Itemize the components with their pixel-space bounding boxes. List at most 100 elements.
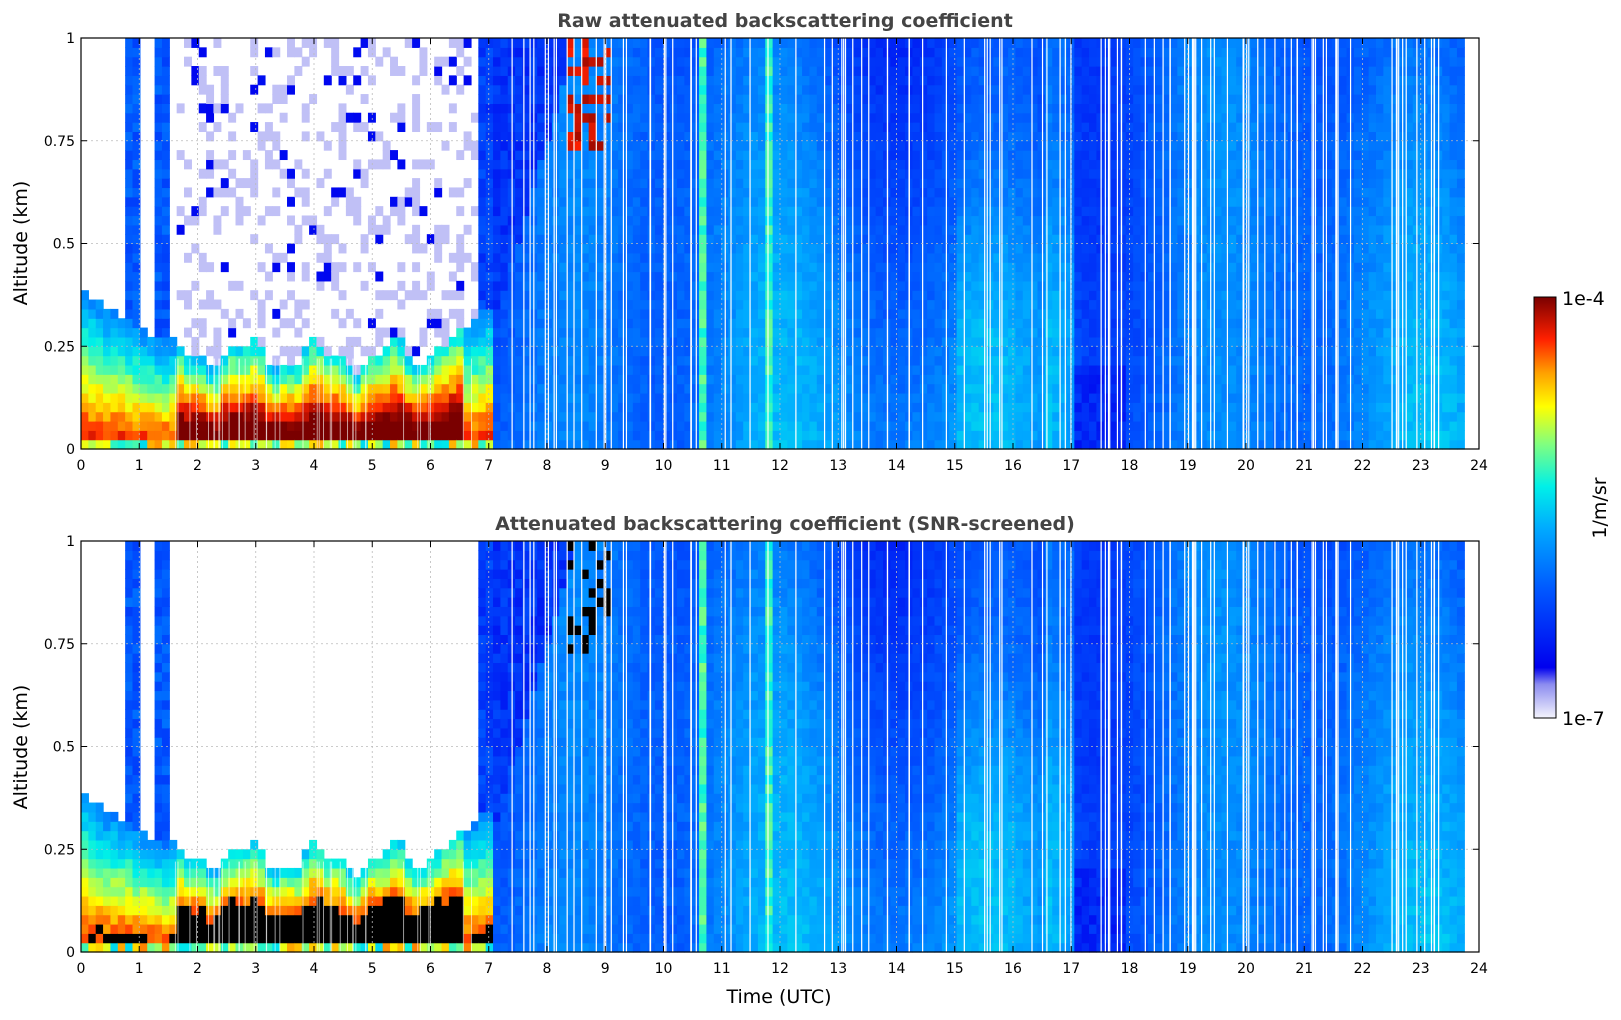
heat-cell xyxy=(1008,402,1017,413)
heat-cell xyxy=(816,150,825,161)
heat-cell xyxy=(1089,262,1097,273)
heat-cell xyxy=(272,262,281,273)
heat-cell xyxy=(868,38,877,48)
heat-cell xyxy=(161,94,170,104)
heat-cell xyxy=(1030,252,1039,263)
heat-cell xyxy=(161,234,170,245)
heat-cell xyxy=(647,178,656,189)
heat-cell xyxy=(735,168,744,179)
heat-cell xyxy=(1030,392,1039,403)
heat-cell xyxy=(632,308,641,319)
heat-cell xyxy=(132,187,141,198)
heat-cell xyxy=(794,430,803,441)
heat-cell xyxy=(780,262,788,273)
heat-cell xyxy=(1111,150,1120,161)
heat-cell xyxy=(978,94,987,104)
heat-cell xyxy=(934,224,943,235)
heat-cell xyxy=(890,94,899,104)
heat-cell xyxy=(213,411,222,422)
heat-cell xyxy=(713,327,722,338)
heat-cell xyxy=(493,243,501,254)
heat-cell xyxy=(566,355,575,366)
heat-cell xyxy=(1081,84,1090,95)
heat-cell xyxy=(1096,243,1105,254)
heat-cell xyxy=(772,187,781,198)
heat-cell xyxy=(294,159,303,170)
heat-cell xyxy=(272,402,281,413)
heat-cell xyxy=(625,420,634,431)
heat-cell xyxy=(596,178,605,189)
heat-cell xyxy=(993,439,1002,450)
heat-cell xyxy=(735,252,744,263)
heat-cell xyxy=(257,131,266,142)
heat-cell xyxy=(537,439,546,450)
heat-cell xyxy=(735,374,744,385)
heat-cell xyxy=(706,262,715,273)
heat-cell xyxy=(1111,47,1120,58)
heat-cell xyxy=(132,206,141,217)
heat-cell xyxy=(581,122,590,133)
heat-cell xyxy=(581,196,590,207)
heat-cell xyxy=(1111,84,1120,95)
heat-cell xyxy=(515,420,524,431)
heat-cell xyxy=(934,411,943,422)
heat-cell xyxy=(669,383,678,394)
heat-cell xyxy=(647,252,656,263)
heat-cell xyxy=(448,392,457,403)
heat-cell xyxy=(640,187,649,198)
heat-cell xyxy=(846,262,855,273)
heat-cell xyxy=(676,75,685,86)
heat-cell xyxy=(949,150,958,161)
heat-cell xyxy=(669,103,678,114)
heat-cell xyxy=(780,38,788,48)
heat-cell xyxy=(588,38,597,48)
heat-cell xyxy=(1089,318,1097,329)
heat-cell xyxy=(1096,94,1105,104)
heat-cell xyxy=(868,383,877,394)
heat-cell xyxy=(1074,336,1083,347)
heat-cell xyxy=(301,402,310,413)
heat-cell xyxy=(154,243,163,254)
heat-cell xyxy=(625,243,634,254)
heat-cell xyxy=(154,140,163,151)
heat-cell xyxy=(1008,168,1017,179)
heat-cell xyxy=(191,364,200,375)
heat-cell xyxy=(1103,346,1112,357)
heat-cell xyxy=(618,56,627,67)
heat-cell xyxy=(772,336,781,347)
heat-cell xyxy=(728,262,737,273)
heat-cell xyxy=(316,178,325,189)
heat-cell xyxy=(1081,374,1090,385)
heat-cell xyxy=(963,252,972,263)
heat-cell xyxy=(757,234,766,245)
heat-cell xyxy=(485,392,494,403)
heat-cell xyxy=(757,252,766,263)
heat-cell xyxy=(669,336,678,347)
heat-cell xyxy=(1000,38,1009,48)
heat-cell xyxy=(632,252,641,263)
heat-cell xyxy=(912,84,921,95)
heat-cell xyxy=(684,84,693,95)
heat-cell xyxy=(993,122,1002,133)
heat-cell xyxy=(978,420,987,431)
heat-cell xyxy=(566,290,575,301)
heat-cell xyxy=(272,355,281,366)
heat-cell xyxy=(699,402,708,413)
heat-cell xyxy=(478,336,487,347)
heat-cell xyxy=(632,411,641,422)
heat-cell xyxy=(654,178,663,189)
heat-cell xyxy=(1052,84,1061,95)
heat-cell xyxy=(919,150,928,161)
heat-cell xyxy=(397,196,406,207)
heat-cell xyxy=(154,411,163,422)
heat-cell xyxy=(647,168,656,179)
heat-cell xyxy=(500,430,509,441)
heat-cell xyxy=(1103,262,1112,273)
heat-cell xyxy=(161,355,170,366)
heat-cell xyxy=(743,103,752,114)
heat-cell xyxy=(927,327,936,338)
heat-cell xyxy=(1096,271,1105,282)
heat-cell xyxy=(750,364,759,375)
heat-cell xyxy=(161,262,170,273)
heat-cell xyxy=(353,196,362,207)
